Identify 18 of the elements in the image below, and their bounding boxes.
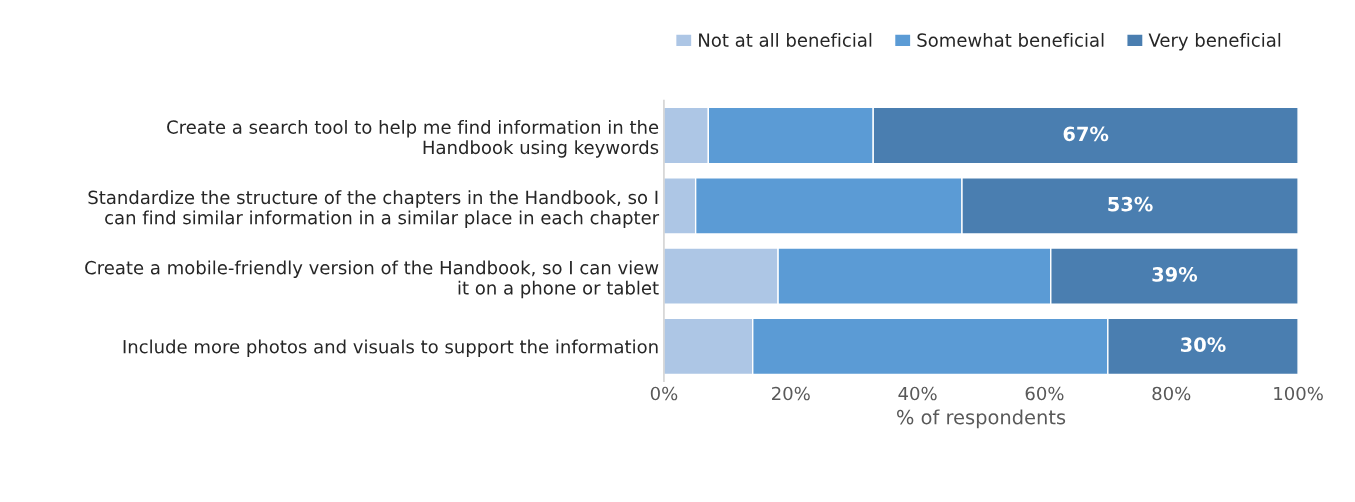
- y-tick-label: Create a mobile-friendly version of the Handbook, so I can view it on a phone or tablet: [85, 260, 659, 299]
- x-tick-label: 20%: [772, 386, 810, 401]
- legend-label: Somewhat beneficial: [917, 32, 1104, 47]
- legend-label: Very beneficial: [1148, 32, 1281, 51]
- x-tick-label: 40%: [898, 386, 937, 401]
- data-label: 53%: [1108, 196, 1153, 212]
- y-tick-label: Standardize the structure of the chapters in the Handbook, so I can find similar information in a similar place in each chapter: [88, 190, 660, 228]
- data-label: 39%: [1152, 267, 1198, 282]
- x-tick-label: 100%: [1274, 386, 1323, 401]
- x-tick-label: 60%: [1025, 386, 1064, 401]
- x-tick-label: 80%: [1152, 386, 1191, 401]
- data-label: 67%: [1063, 126, 1109, 142]
- data-label: 30%: [1181, 337, 1226, 353]
- y-tick-label: Include more photos and visuals to support the information: [123, 339, 658, 357]
- x-tick-label: 0%: [650, 386, 678, 401]
- x-axis-title: % of respondents: [897, 409, 1066, 429]
- y-tick-label: Create a search tool to help me find information in the Handbook using keywords: [167, 119, 659, 158]
- legend-label: Not at all beneficial: [699, 32, 872, 47]
